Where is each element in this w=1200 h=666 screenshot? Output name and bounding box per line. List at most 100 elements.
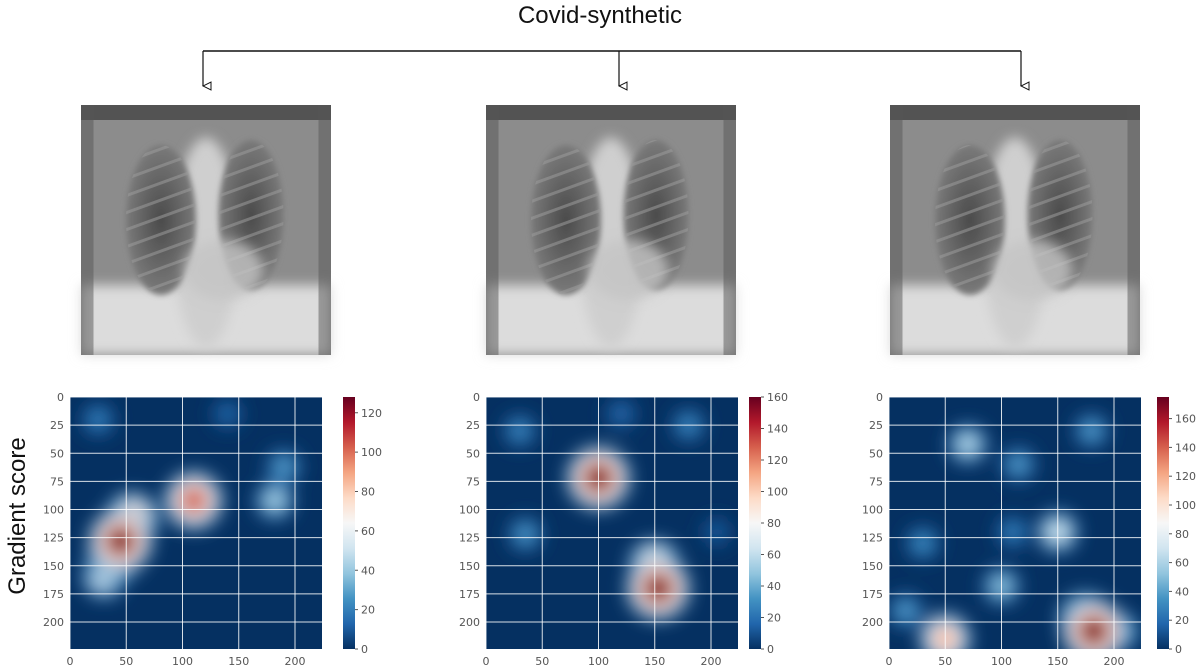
colorbar-gradient [1157,397,1169,649]
colorbar-tick-label: 20 [1175,614,1189,627]
x-tick-label: 150 [1047,655,1068,666]
hotspot-mark [266,492,283,509]
x-tick-label: 150 [228,655,249,666]
colorbar-tick-label: 20 [767,612,781,625]
hotspot-mark [91,412,105,427]
x-tick-label: 200 [285,655,306,666]
colorbar-tick-label: 60 [361,525,375,538]
y-tick-label: 125 [862,532,883,545]
colorbar-tick-label: 0 [1175,643,1182,656]
hotspot-mark [898,603,913,618]
y-tick-label: 125 [43,532,64,545]
colorbar-gradient [343,397,355,649]
y-tick-label: 0 [473,391,480,404]
y-tick-label: 0 [57,391,64,404]
hotspot-mark [276,459,291,474]
x-tick-label: 50 [535,655,549,666]
xray-image-3 [890,105,1140,355]
heatmap-panel-1: 0 50 100 150 200 0 25 50 75 100 125 150 175 200 0 20 40 6… [43,391,382,666]
y-tick-label: 25 [869,419,883,432]
hotspot-mark [959,436,976,453]
colorbar-tick-label: 80 [361,486,375,499]
colorbar-tick-label: 60 [767,549,781,562]
colorbar: 0 20 40 60 80 100 120 140 160 [1157,397,1196,656]
x-tick-label: 200 [1104,655,1125,666]
colorbar-tick-label: 100 [767,486,788,499]
y-tick-label: 25 [50,419,64,432]
hotspot-mark [518,527,533,542]
x-tick-label: 50 [938,655,952,666]
y-tick-label: 100 [459,504,480,517]
colorbar-tick-label: 40 [1175,585,1189,598]
hotspot-mark [915,536,930,551]
x-tick-label: 100 [172,655,193,666]
y-tick-label: 200 [862,616,883,629]
heatmap-panel-2: 0 50 100 150 200 0 25 50 75 100 125 150 175 200 0 20 40 6… [459,391,788,666]
colorbar-tick-label: 80 [767,517,781,530]
hotspot-mark [182,489,206,512]
figure-title: Covid-synthetic [517,2,683,29]
y-tick-label: 75 [50,475,64,488]
y-tick-label: 50 [466,447,480,460]
y-tick-label: 150 [862,560,883,573]
xray-image-1 [81,105,331,355]
colorbar-tick-label: 140 [1175,441,1196,454]
y-tick-label: 175 [43,588,64,601]
colorbar-tick-label: 20 [361,604,375,617]
colorbar-tick-label: 120 [1175,470,1196,483]
hotspot-mark [221,407,234,421]
colorbar-tick-label: 160 [1175,413,1196,426]
x-tick-label: 0 [886,655,893,666]
heatmap-panel-3: 0 50 100 150 200 0 25 50 75 100 125 150 175 200 0 20 40 6… [862,391,1196,666]
colorbar: 0 20 40 60 80 100 120 140 160 [749,391,788,656]
x-tick-label: 0 [483,655,490,666]
y-tick-label: 100 [862,504,883,517]
colorbar-tick-label: 40 [361,564,375,577]
hotspot-mark [108,528,133,554]
hotspot-mark [1006,525,1020,539]
y-tick-label: 200 [459,616,480,629]
y-tick-label: 175 [862,588,883,601]
y-tick-label: 125 [459,532,480,545]
x-tick-label: 50 [119,655,133,666]
xray-images [81,105,1140,355]
y-tick-label: 50 [869,447,883,460]
y-tick-label: 75 [466,475,480,488]
grid-lines [888,396,1141,649]
x-tick-label: 150 [644,655,665,666]
bracket-connector [203,50,1021,86]
colorbar-tick-label: 120 [767,454,788,467]
hotspot-mark [513,424,527,438]
colorbar-tick-label: 100 [361,446,382,459]
colorbar: 0 20 40 60 80 100 120 [343,397,382,656]
colorbar-tick-label: 0 [767,643,774,656]
colorbar-gradient [749,397,761,649]
hotspot-mark [1084,423,1099,438]
colorbar-tick-label: 0 [361,643,368,656]
xray-image-2 [486,105,736,355]
x-tick-label: 200 [701,655,722,666]
hotspot-mark [1011,457,1026,472]
y-tick-label: 200 [43,616,64,629]
y-tick-label: 100 [43,504,64,517]
gradient-panels: 0 50 100 150 2000255075100125150175200020406… [43,391,1196,666]
y-tick-label: 150 [43,560,64,573]
colorbar-tick-label: 80 [1175,528,1189,541]
hotspot-mark [710,525,723,539]
y-tick-label: 75 [869,475,883,488]
x-tick-label: 100 [588,655,609,666]
hotspot-mark [1081,618,1107,644]
colorbar-tick-label: 120 [361,407,382,420]
colorbar-tick-label: 40 [767,580,781,593]
colorbar-tick-label: 160 [767,391,788,404]
colorbar-tick-label: 60 [1175,557,1189,570]
y-tick-label: 175 [459,588,480,601]
y-tick-label: 50 [50,447,64,460]
colorbar-tick-label: 100 [1175,499,1196,512]
y-tick-label: 150 [459,560,480,573]
colorbar-tick-label: 140 [767,423,788,436]
hotspot-mark [614,407,628,421]
y-tick-label: 25 [466,419,480,432]
x-tick-label: 100 [991,655,1012,666]
